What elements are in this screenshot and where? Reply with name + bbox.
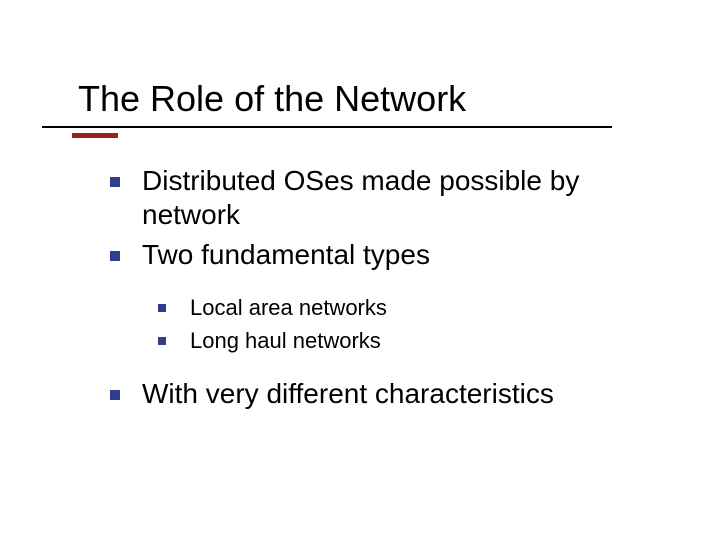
square-bullet-icon [158, 337, 166, 345]
bullet-level2: Local area networks [158, 294, 670, 322]
bullet-text: Distributed OSes made possible by networ… [142, 165, 579, 230]
bullet-level1: With very different characteristics [110, 377, 670, 411]
bullet-text: Long haul networks [190, 328, 381, 353]
bullet-text: With very different characteristics [142, 378, 554, 409]
title-underline-long [42, 126, 612, 128]
bullet-level1: Distributed OSes made possible by networ… [110, 164, 670, 232]
square-bullet-icon [110, 177, 120, 187]
bullet-level2: Long haul networks [158, 327, 670, 355]
title-underline-short [72, 133, 118, 138]
square-bullet-icon [110, 390, 120, 400]
slide: The Role of the Network Distributed OSes… [0, 0, 720, 540]
bullet-level1: Two fundamental types [110, 238, 670, 272]
bullet-text: Two fundamental types [142, 239, 430, 270]
slide-title: The Role of the Network [78, 78, 466, 120]
square-bullet-icon [110, 251, 120, 261]
bullet-text: Local area networks [190, 295, 387, 320]
square-bullet-icon [158, 304, 166, 312]
slide-body: Distributed OSes made possible by networ… [110, 164, 670, 417]
